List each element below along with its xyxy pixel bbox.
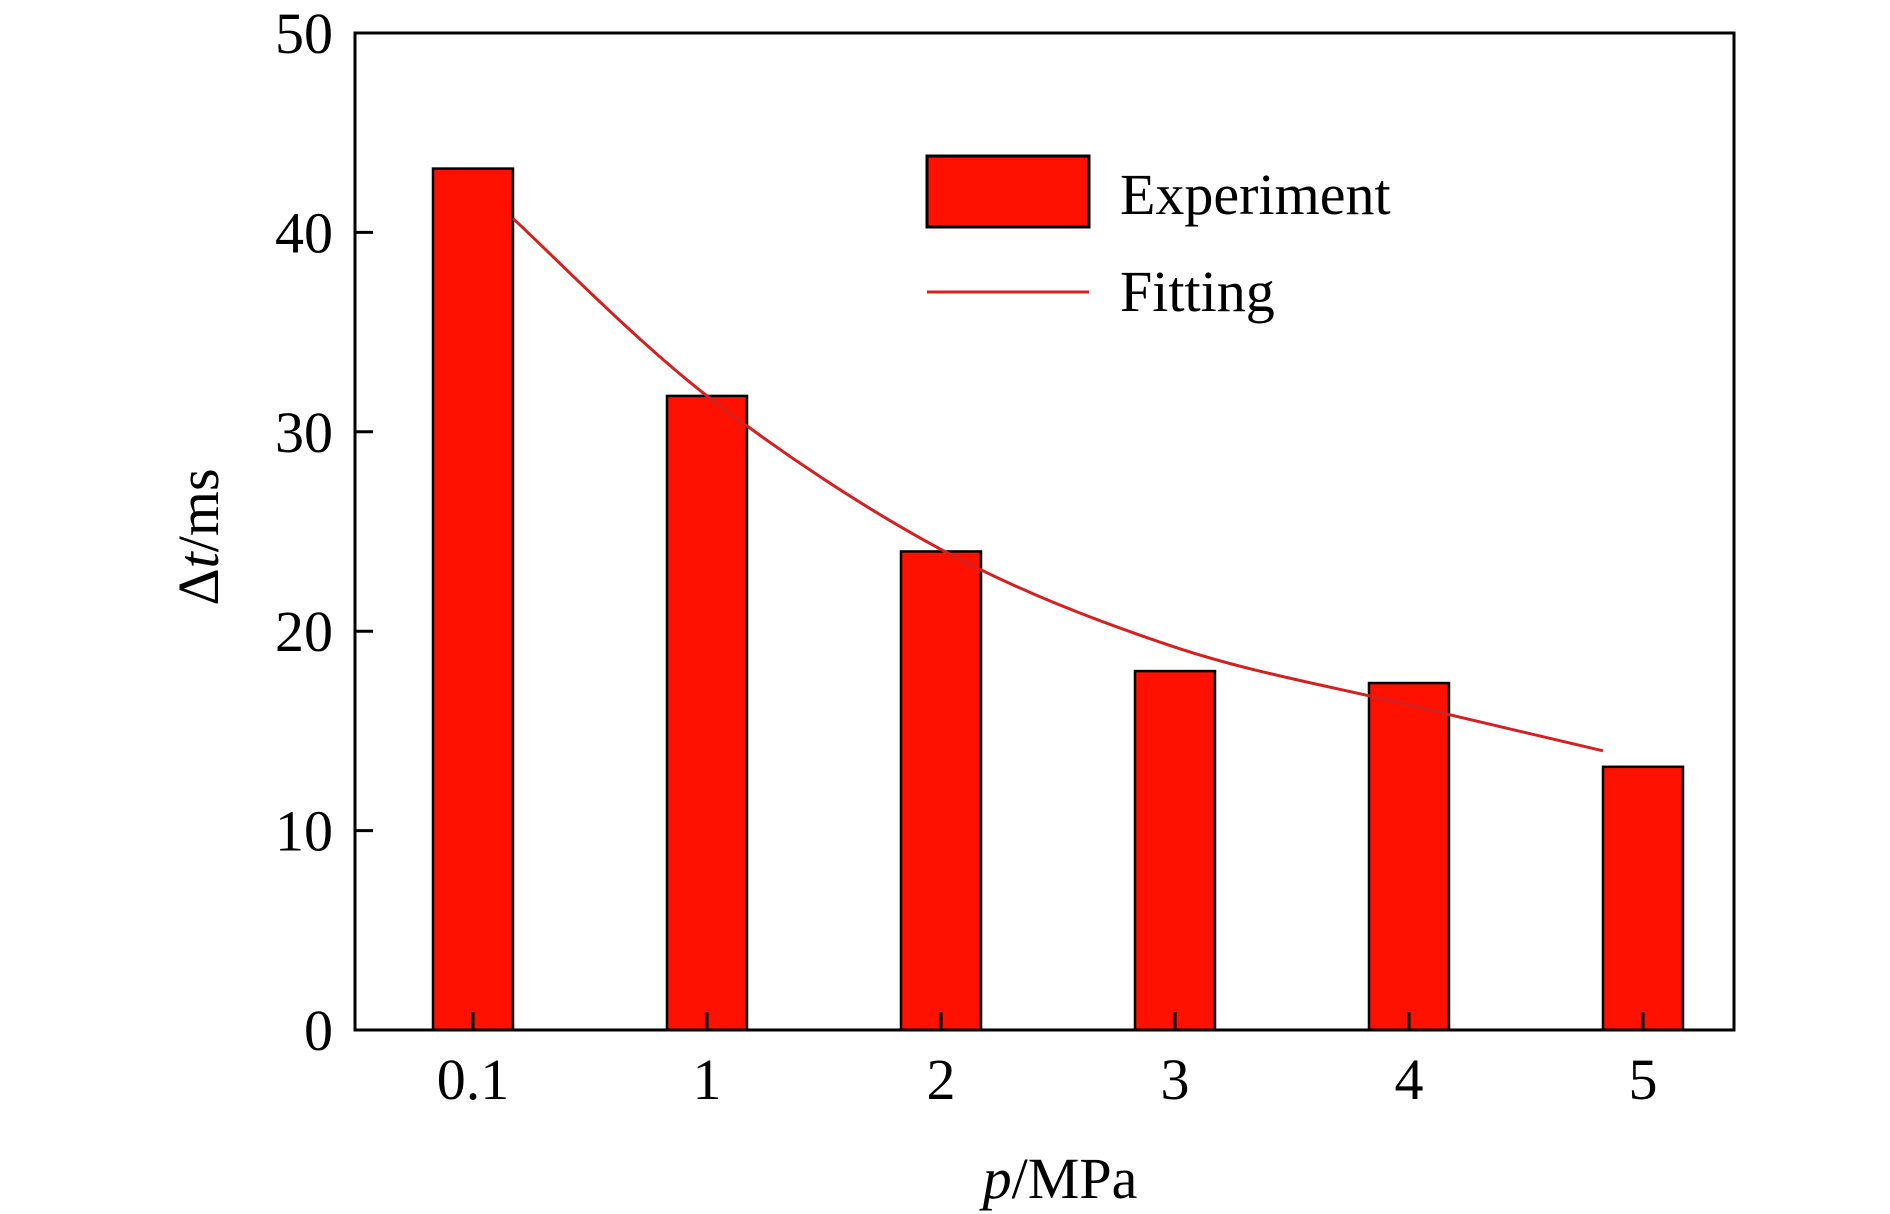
x-tick-label: 3 [1161, 1047, 1190, 1112]
bar-5 [1601, 765, 1685, 1032]
x-tick-label: 2 [927, 1047, 956, 1112]
legend-fitting-label: Fitting [1120, 259, 1275, 324]
bar-0.1 [431, 167, 515, 1032]
x-axis-label: p/MPa [979, 1146, 1138, 1211]
ticks-group: 0 10 20 30 40 50 0.1 1 2 3 4 5 [275, 1, 1658, 1112]
bar-3 [1133, 669, 1217, 1032]
x-tick-label: 1 [693, 1047, 722, 1112]
bar-1 [665, 394, 749, 1032]
bars-group [431, 167, 1685, 1032]
legend-experiment-label: Experiment [1120, 162, 1391, 227]
x-tick-label: 0.1 [437, 1047, 510, 1112]
legend-experiment-swatch [925, 154, 1091, 229]
y-tick-label: 20 [275, 599, 333, 664]
y-tick-label: 10 [275, 799, 333, 864]
y-tick-label: 0 [304, 998, 333, 1063]
fitting-line [511, 217, 1604, 753]
y-tick-label: 40 [275, 200, 333, 265]
plot-frame [353, 31, 1736, 1032]
y-axis-label: Δt/ms [166, 468, 231, 605]
x-tick-label: 5 [1629, 1047, 1658, 1112]
y-tick-label: 30 [275, 400, 333, 465]
bar-2 [899, 550, 983, 1032]
bar-4 [1367, 681, 1451, 1032]
y-tick-label: 50 [275, 1, 333, 66]
legend: Experiment Fitting [925, 154, 1391, 324]
x-tick-label: 4 [1395, 1047, 1424, 1112]
